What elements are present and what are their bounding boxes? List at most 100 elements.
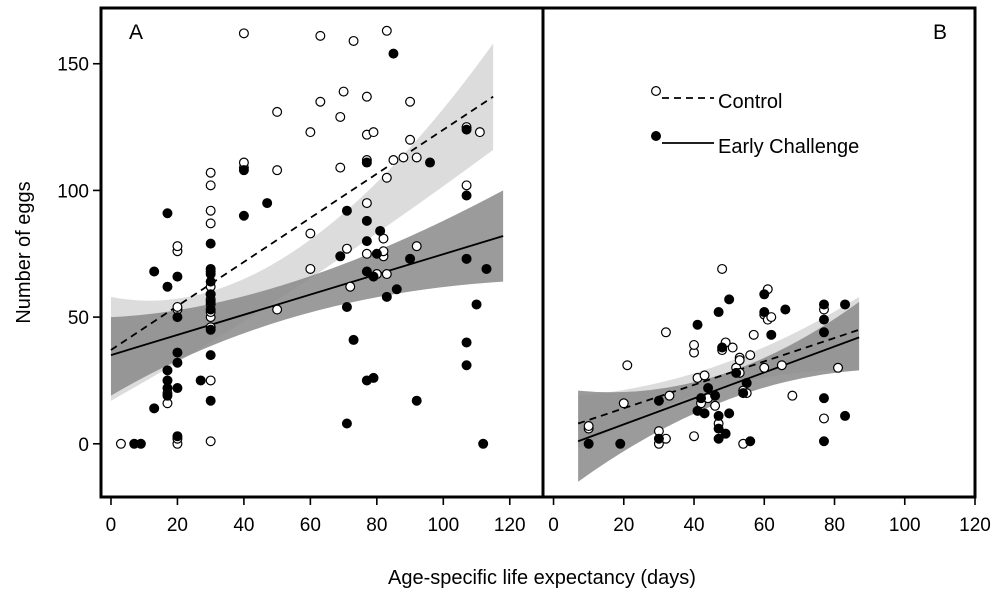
panel-a-x-tick-label: 60 — [300, 515, 321, 536]
panel-a-control-point — [172, 301, 183, 312]
panel-b-x-tick-label: 20 — [613, 515, 634, 536]
legend-marker-control — [650, 85, 661, 96]
panel-b-control-point — [745, 350, 756, 361]
panel-a-challenge-point — [205, 238, 216, 249]
panel-b-x-tick-label: 120 — [959, 515, 991, 536]
panel-a-control-point — [361, 91, 372, 102]
y-tick-label: 0 — [78, 435, 89, 456]
panel-a-challenge-point — [425, 157, 436, 168]
panel-a-challenge-point — [461, 124, 472, 135]
panel-a-challenge-point — [205, 263, 216, 274]
panel-a-challenge-point — [162, 365, 173, 376]
panel-a-challenge-point — [172, 357, 183, 368]
panel-a-challenge-point — [461, 253, 472, 264]
panel-a-challenge-point — [361, 157, 372, 168]
panel-b-challenge-point — [724, 294, 735, 305]
panel-b-challenge-point — [818, 327, 829, 338]
panel-a-challenge-point — [361, 236, 372, 247]
panel-b-control-point — [766, 312, 777, 323]
panel-a-challenge-point — [375, 225, 386, 236]
panel-a-control-point — [272, 304, 283, 315]
panel-b-control-point — [583, 421, 594, 432]
panel-b-challenge-confidence-band — [578, 301, 860, 482]
y-tick-label: 150 — [57, 55, 89, 76]
panel-a-challenge-point — [205, 350, 216, 361]
panel-b-challenge-point — [696, 393, 707, 404]
panel-a-challenge-point — [135, 438, 146, 449]
panel-b-x-tick-label: 60 — [754, 515, 775, 536]
panel-a-plot-area — [110, 25, 504, 449]
panel-a-control-point — [305, 263, 316, 274]
panel-a-control-point — [411, 152, 422, 163]
panel-b-control-point — [689, 339, 700, 350]
panel-b-challenge-point — [818, 393, 829, 404]
panel-a-control-point — [338, 86, 349, 97]
panel-a-control-point — [205, 375, 216, 386]
panel-a-control-point — [205, 436, 216, 447]
panel-b-challenge-point — [653, 433, 664, 444]
panel-a-challenge-point — [335, 251, 346, 262]
panel-b-control-point — [710, 400, 721, 411]
panel-b-control-point — [717, 263, 728, 274]
panel-a-control-point — [272, 106, 283, 117]
panel-b-challenge-point — [724, 408, 735, 419]
panel-a-challenge-point — [371, 248, 382, 259]
y-axis-title: Number of eggs — [13, 181, 35, 323]
panel-a-label: A — [129, 21, 143, 44]
panel-a-x-tick-label: 0 — [106, 515, 117, 536]
panel-a-control-point — [335, 111, 346, 122]
panel-a-challenge-point — [411, 395, 422, 406]
panel-b-control-point — [660, 327, 671, 338]
panel-a-challenge-point — [461, 360, 472, 371]
panel-a-control-point — [461, 180, 472, 191]
panel-a-challenge-point — [388, 48, 399, 59]
panel-b-control-point — [734, 355, 745, 366]
panel-b-challenge-point — [759, 289, 770, 300]
y-tick-label: 100 — [57, 181, 89, 202]
panel-b-control-point — [776, 360, 787, 371]
panel-a-control-point — [305, 228, 316, 239]
panel-b-challenge-point — [745, 436, 756, 447]
panel-a-challenge-point — [381, 291, 392, 302]
panel-a-challenge-point — [149, 266, 160, 277]
panel-b-challenge-point — [692, 319, 703, 330]
panel-b-challenge-point — [780, 304, 791, 315]
panel-b-challenge-point — [731, 367, 742, 378]
panel-b-challenge-point — [653, 395, 664, 406]
panel-b-challenge-point — [713, 307, 724, 318]
panel-a-challenge-point — [361, 215, 372, 226]
panel-a-challenge-point — [341, 418, 352, 429]
panel-a-challenge-point — [341, 205, 352, 216]
panel-a-challenge-point — [205, 395, 216, 406]
panel-a-control-point — [348, 35, 359, 46]
panel-b-challenge-point — [583, 438, 594, 449]
panel-a-challenge-point — [172, 312, 183, 323]
panel-a-control-point — [381, 172, 392, 183]
panel-a-challenge-point — [162, 208, 173, 219]
panel-a-challenge-point — [162, 375, 173, 386]
panel-a-control-point — [115, 438, 126, 449]
panel-b-challenge-point — [840, 410, 851, 421]
panel-b-challenge-point — [759, 307, 770, 318]
panel-b-challenge-point — [710, 390, 721, 401]
panel-b-control-point — [664, 390, 675, 401]
panel-a-control-point — [345, 281, 356, 292]
y-tick-label: 50 — [68, 308, 89, 329]
panel-a-control-point — [381, 25, 392, 36]
panel-b-x-tick-label: 0 — [548, 515, 559, 536]
panel-a-control-point — [361, 198, 372, 209]
panel-a-challenge-point — [172, 431, 183, 442]
panel-a-control-point — [315, 30, 326, 41]
panel-a-challenge-point — [461, 337, 472, 348]
panel-b-control-point — [759, 362, 770, 373]
panel-b-challenge-point — [703, 383, 714, 394]
panel-a-control-point — [172, 241, 183, 252]
panel-a-challenge-point — [361, 266, 372, 277]
panel-b-label: B — [933, 21, 947, 44]
panel-a-challenge-confidence-band — [110, 190, 504, 396]
panel-b-control-point — [818, 413, 829, 424]
panel-a-control-point — [205, 205, 216, 216]
panel-a-challenge-point — [481, 263, 492, 274]
panel-a-control-point — [361, 248, 372, 259]
